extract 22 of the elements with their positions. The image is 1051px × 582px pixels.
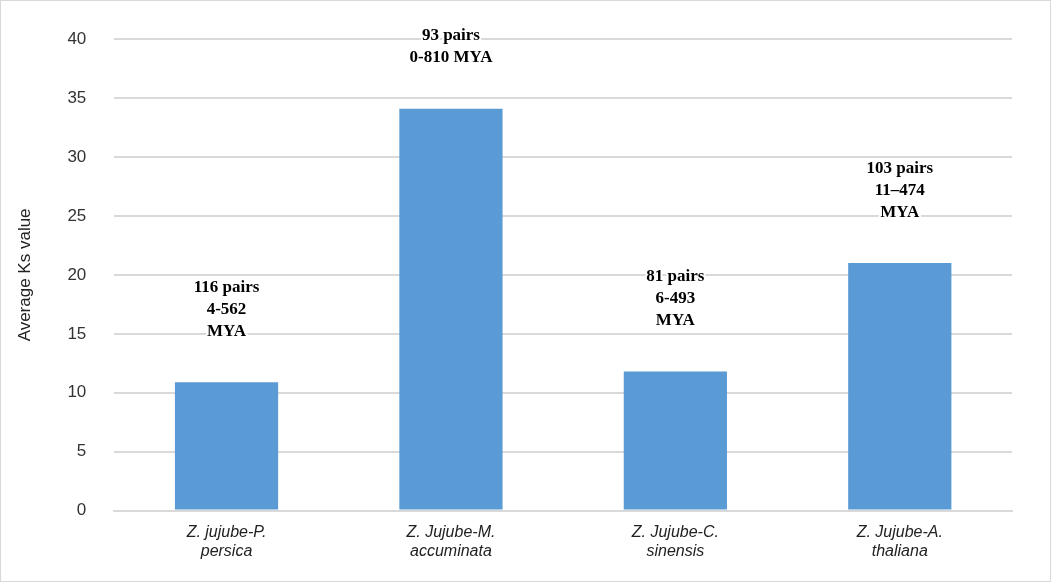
x-tick-label: Z. Jujube-C. sinensis	[630, 522, 719, 559]
y-tick-label: 5	[76, 441, 87, 461]
bar	[399, 108, 503, 510]
annotation: 103 pairs 11–474 MYA	[866, 157, 934, 221]
annotation: 81 pairs 6-493 MYA	[646, 265, 705, 329]
y-tick-label: 0	[76, 500, 87, 520]
bar	[848, 263, 952, 510]
x-tick-label: Z. Jujube-M. accuminata	[405, 522, 496, 559]
bar	[623, 371, 727, 510]
y-axis-title: Average Ks value	[14, 208, 34, 342]
x-tick-label: Z. Jujube-A. thaliana	[855, 522, 943, 559]
y-tick-label: 15	[67, 323, 87, 343]
y-tick-label: 35	[67, 87, 87, 107]
annotation: 116 pairs 4-562 MYA	[193, 276, 260, 340]
y-tick-label: 20	[67, 264, 87, 284]
y-tick-label: 25	[67, 205, 87, 225]
x-tick-label: Z. jujube-P. persica	[185, 522, 267, 559]
y-tick-label: 30	[67, 146, 87, 166]
bar	[174, 382, 279, 510]
y-tick-label: 10	[67, 382, 87, 402]
y-tick-label: 40	[67, 28, 87, 48]
annotation: 93 pairs 0-810 MYA	[409, 25, 494, 67]
